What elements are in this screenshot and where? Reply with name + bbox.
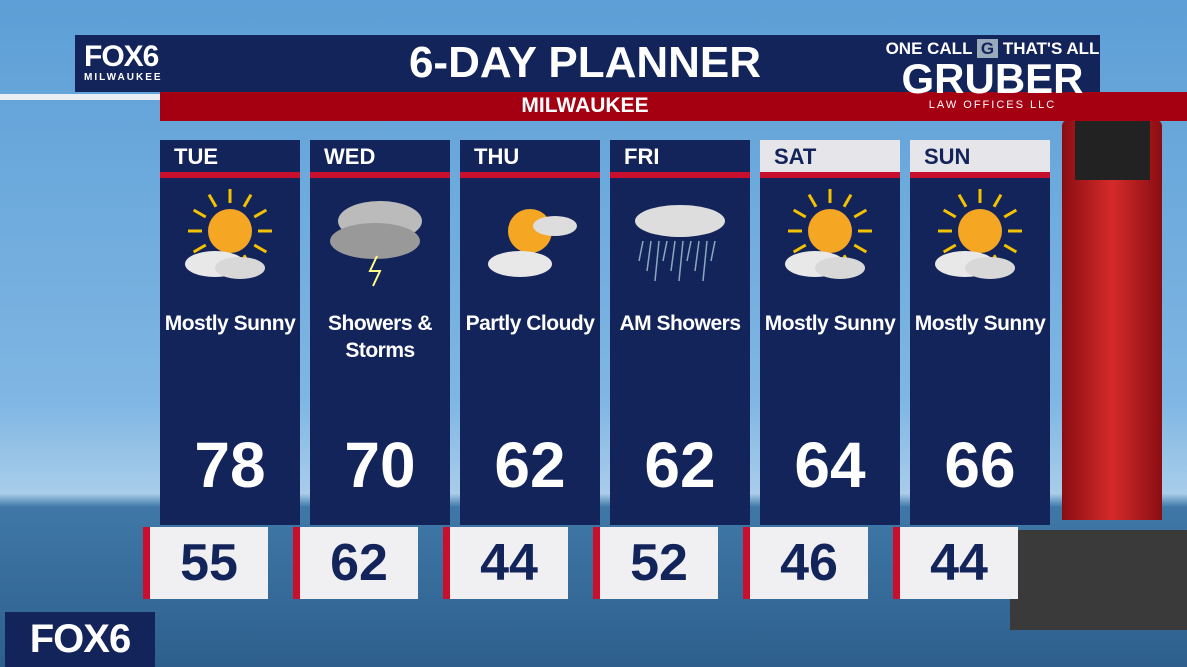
sponsor-tagline-left: ONE CALL bbox=[885, 39, 973, 58]
high-temp: 62 bbox=[644, 429, 716, 501]
day-label: THU bbox=[460, 140, 600, 178]
low-temp: 44 bbox=[443, 527, 568, 599]
lighthouse bbox=[1062, 120, 1162, 520]
partly-cloudy-icon bbox=[460, 178, 600, 298]
high-temp: 70 bbox=[344, 429, 416, 501]
condition-label: Partly Cloudy bbox=[465, 312, 595, 335]
logo-sub: MILWAUKEE bbox=[84, 72, 163, 83]
day-label: SUN bbox=[910, 140, 1050, 178]
station-logo: FOX6 MILWAUKEE bbox=[84, 40, 163, 84]
day-label: WED bbox=[310, 140, 450, 178]
day-label: TUE bbox=[160, 140, 300, 178]
sun-cloud-icon bbox=[760, 178, 900, 298]
pier bbox=[1010, 530, 1187, 630]
condition-label: AM Showers bbox=[619, 312, 741, 335]
thunderstorm-icon bbox=[310, 178, 450, 298]
condition-label: Showers & Storms bbox=[327, 312, 433, 362]
divider bbox=[0, 94, 160, 100]
low-temp: 55 bbox=[143, 527, 268, 599]
sponsor-name: GRUBER bbox=[901, 55, 1084, 102]
day-card: SAT Mostly Sunny 64 bbox=[760, 140, 900, 525]
city-bar bbox=[160, 92, 1187, 121]
day-card: WED Showers & Storms 70 bbox=[310, 140, 450, 525]
lighthouse-lantern bbox=[1075, 120, 1150, 180]
condition-label: Mostly Sunny bbox=[764, 312, 896, 335]
header-bar bbox=[75, 35, 1100, 92]
condition-label: Mostly Sunny bbox=[914, 312, 1046, 335]
logo-text: FOX6 bbox=[84, 40, 159, 73]
high-temp: 78 bbox=[194, 429, 266, 501]
rain-icon bbox=[610, 178, 750, 298]
low-temp: 52 bbox=[593, 527, 718, 599]
city-label: MILWAUKEE bbox=[521, 94, 649, 117]
day-card: THU Partly Cloudy 62 bbox=[460, 140, 600, 525]
condition-label: Mostly Sunny bbox=[164, 312, 296, 335]
day-card: FRI AM Showers 62 bbox=[610, 140, 750, 525]
sponsor-sub: LAW OFFICES LLC bbox=[928, 99, 1057, 111]
sponsor-tagline-right: THAT'S ALL bbox=[1002, 39, 1100, 58]
day-card: SUN Mostly Sunny 66 bbox=[910, 140, 1050, 525]
low-temp: 46 bbox=[743, 527, 868, 599]
fox6-bug: FOX6 bbox=[5, 612, 155, 667]
day-label: FRI bbox=[610, 140, 750, 178]
sun-cloud-icon bbox=[160, 178, 300, 298]
high-temp: 64 bbox=[794, 429, 866, 501]
sun-cloud-icon bbox=[910, 178, 1050, 298]
high-temp: 66 bbox=[944, 429, 1016, 501]
high-temp: 62 bbox=[494, 429, 566, 501]
low-temp: 44 bbox=[893, 527, 1018, 599]
page-title: 6-DAY PLANNER bbox=[408, 38, 762, 87]
day-label: SAT bbox=[760, 140, 900, 178]
sponsor-logo: ONE CALL G THAT'S ALL GRUBER LAW OFFICES… bbox=[885, 39, 1100, 111]
day-card: TUE Mostly Sunny 78 bbox=[160, 140, 300, 525]
low-temp: 62 bbox=[293, 527, 418, 599]
